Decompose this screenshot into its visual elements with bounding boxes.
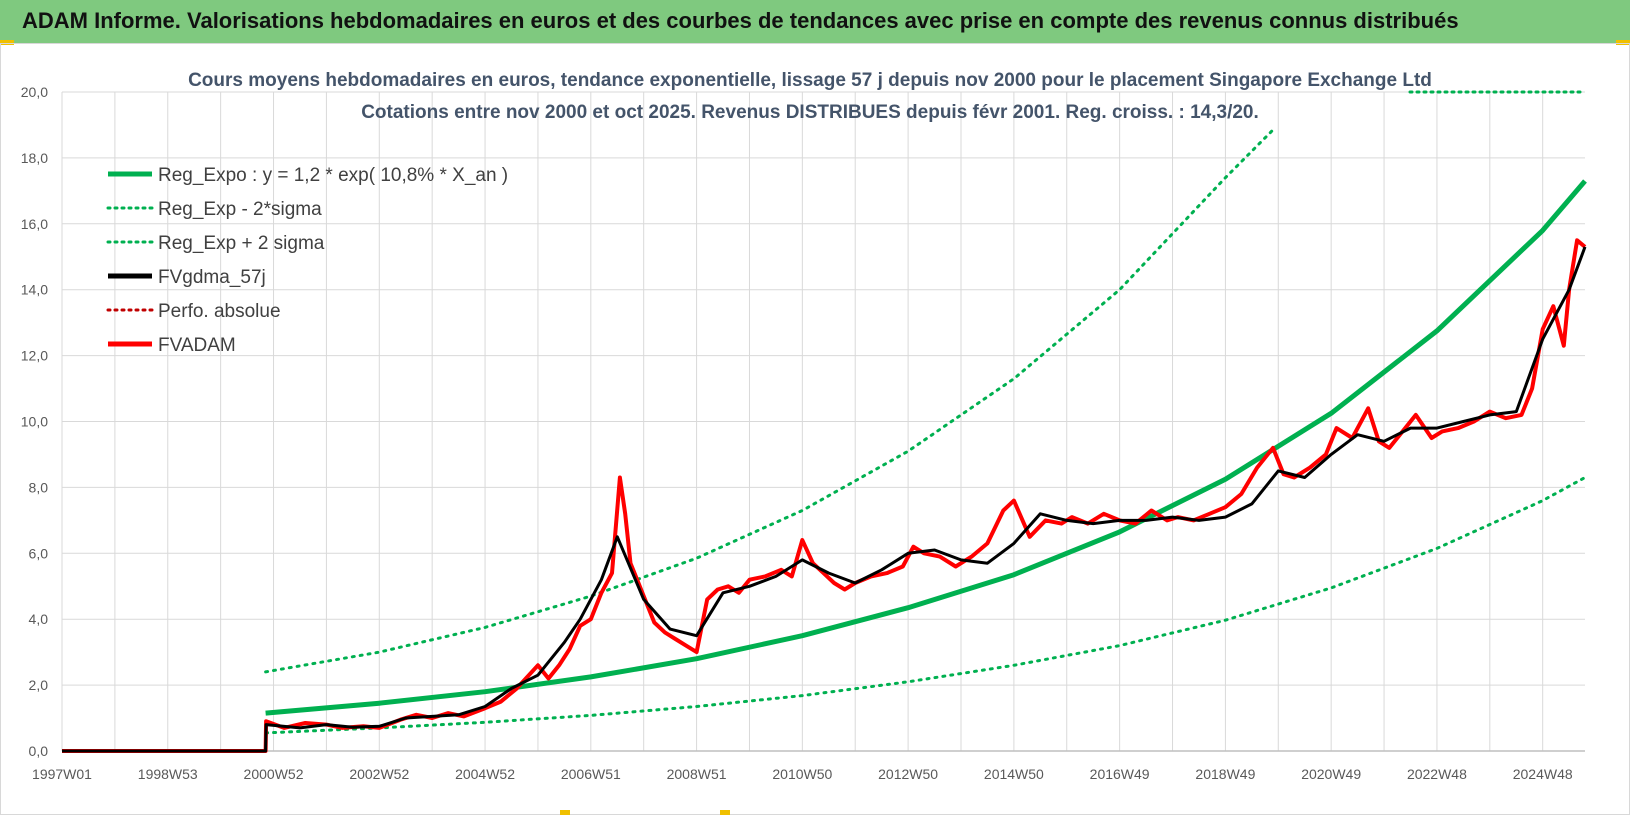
series-line-3 <box>62 246 1587 753</box>
series-line-5 <box>62 238 1587 753</box>
report-banner: ADAM Informe. Valorisations hebdomadaire… <box>0 0 1630 43</box>
legend-label: Reg_Exp - 2*sigma <box>158 199 322 220</box>
y-tick-label: 10,0 <box>21 414 48 430</box>
y-tick-label: 20,0 <box>21 84 48 100</box>
y-tick-label: 2,0 <box>29 677 49 693</box>
series-line-1 <box>264 476 1587 735</box>
x-tick-label: 2016W49 <box>1090 766 1150 782</box>
y-tick-label: 6,0 <box>29 545 49 561</box>
series-line-0 <box>265 179 1587 716</box>
y-axis-tick-labels: 0,0 2,0 4,0 6,0 8,0 10,0 12,0 14,0 16,0 18,0 20,0 <box>21 84 48 759</box>
x-tick-label: 2010W50 <box>772 766 832 782</box>
report-title: ADAM Informe. Valorisations hebdomadaire… <box>22 8 1459 33</box>
x-tick-label: 2024W48 <box>1513 766 1573 782</box>
x-tick-label: 2012W50 <box>878 766 938 782</box>
bottom-marker <box>560 810 570 815</box>
y-tick-label: 8,0 <box>29 479 49 495</box>
y-tick-label: 0,0 <box>29 743 49 759</box>
x-tick-label: 2018W49 <box>1195 766 1255 782</box>
y-tick-label: 18,0 <box>21 150 48 166</box>
x-tick-label: 2004W52 <box>455 766 515 782</box>
x-tick-label: 2000W52 <box>244 766 304 782</box>
legend-label: Perfo. absolue <box>158 301 281 322</box>
series-lines <box>62 90 1587 753</box>
y-tick-label: 12,0 <box>21 348 48 364</box>
x-axis-tick-labels: 1997W01 1998W53 2000W52 2002W52 2004W52 2006W… <box>32 766 1573 782</box>
chart-title: Cours moyens hebdomadaires en euros, ten… <box>188 70 1432 91</box>
x-tick-label: 1998W53 <box>138 766 198 782</box>
series-line-2 <box>264 128 1275 674</box>
legend-label: FVgdma_57j <box>158 267 266 288</box>
bottom-marker <box>720 810 730 815</box>
y-tick-label: 14,0 <box>21 282 48 298</box>
legend-label: FVADAM <box>158 335 236 356</box>
x-tick-label: 1997W01 <box>32 766 92 782</box>
y-tick-label: 4,0 <box>29 611 49 627</box>
x-tick-label: 2008W51 <box>667 766 727 782</box>
x-tick-label: 2006W51 <box>561 766 621 782</box>
legend-label: Reg_Exp + 2 sigma <box>158 233 325 254</box>
gridlines <box>61 91 1585 752</box>
x-tick-label: 2022W48 <box>1407 766 1467 782</box>
chart-subtitle: Cotations entre nov 2000 et oct 2025. Re… <box>361 102 1259 123</box>
banner-corner-right <box>1616 40 1630 45</box>
x-tick-label: 2020W49 <box>1301 766 1361 782</box>
x-tick-label: 2014W50 <box>984 766 1044 782</box>
banner-corner-left <box>0 40 14 45</box>
y-tick-label: 16,0 <box>21 216 48 232</box>
legend: Reg_Expo : y = 1,2 * exp( 10,8% * X_an )… <box>106 165 508 356</box>
legend-label: Reg_Expo : y = 1,2 * exp( 10,8% * X_an ) <box>158 165 508 186</box>
x-tick-label: 2002W52 <box>349 766 409 782</box>
